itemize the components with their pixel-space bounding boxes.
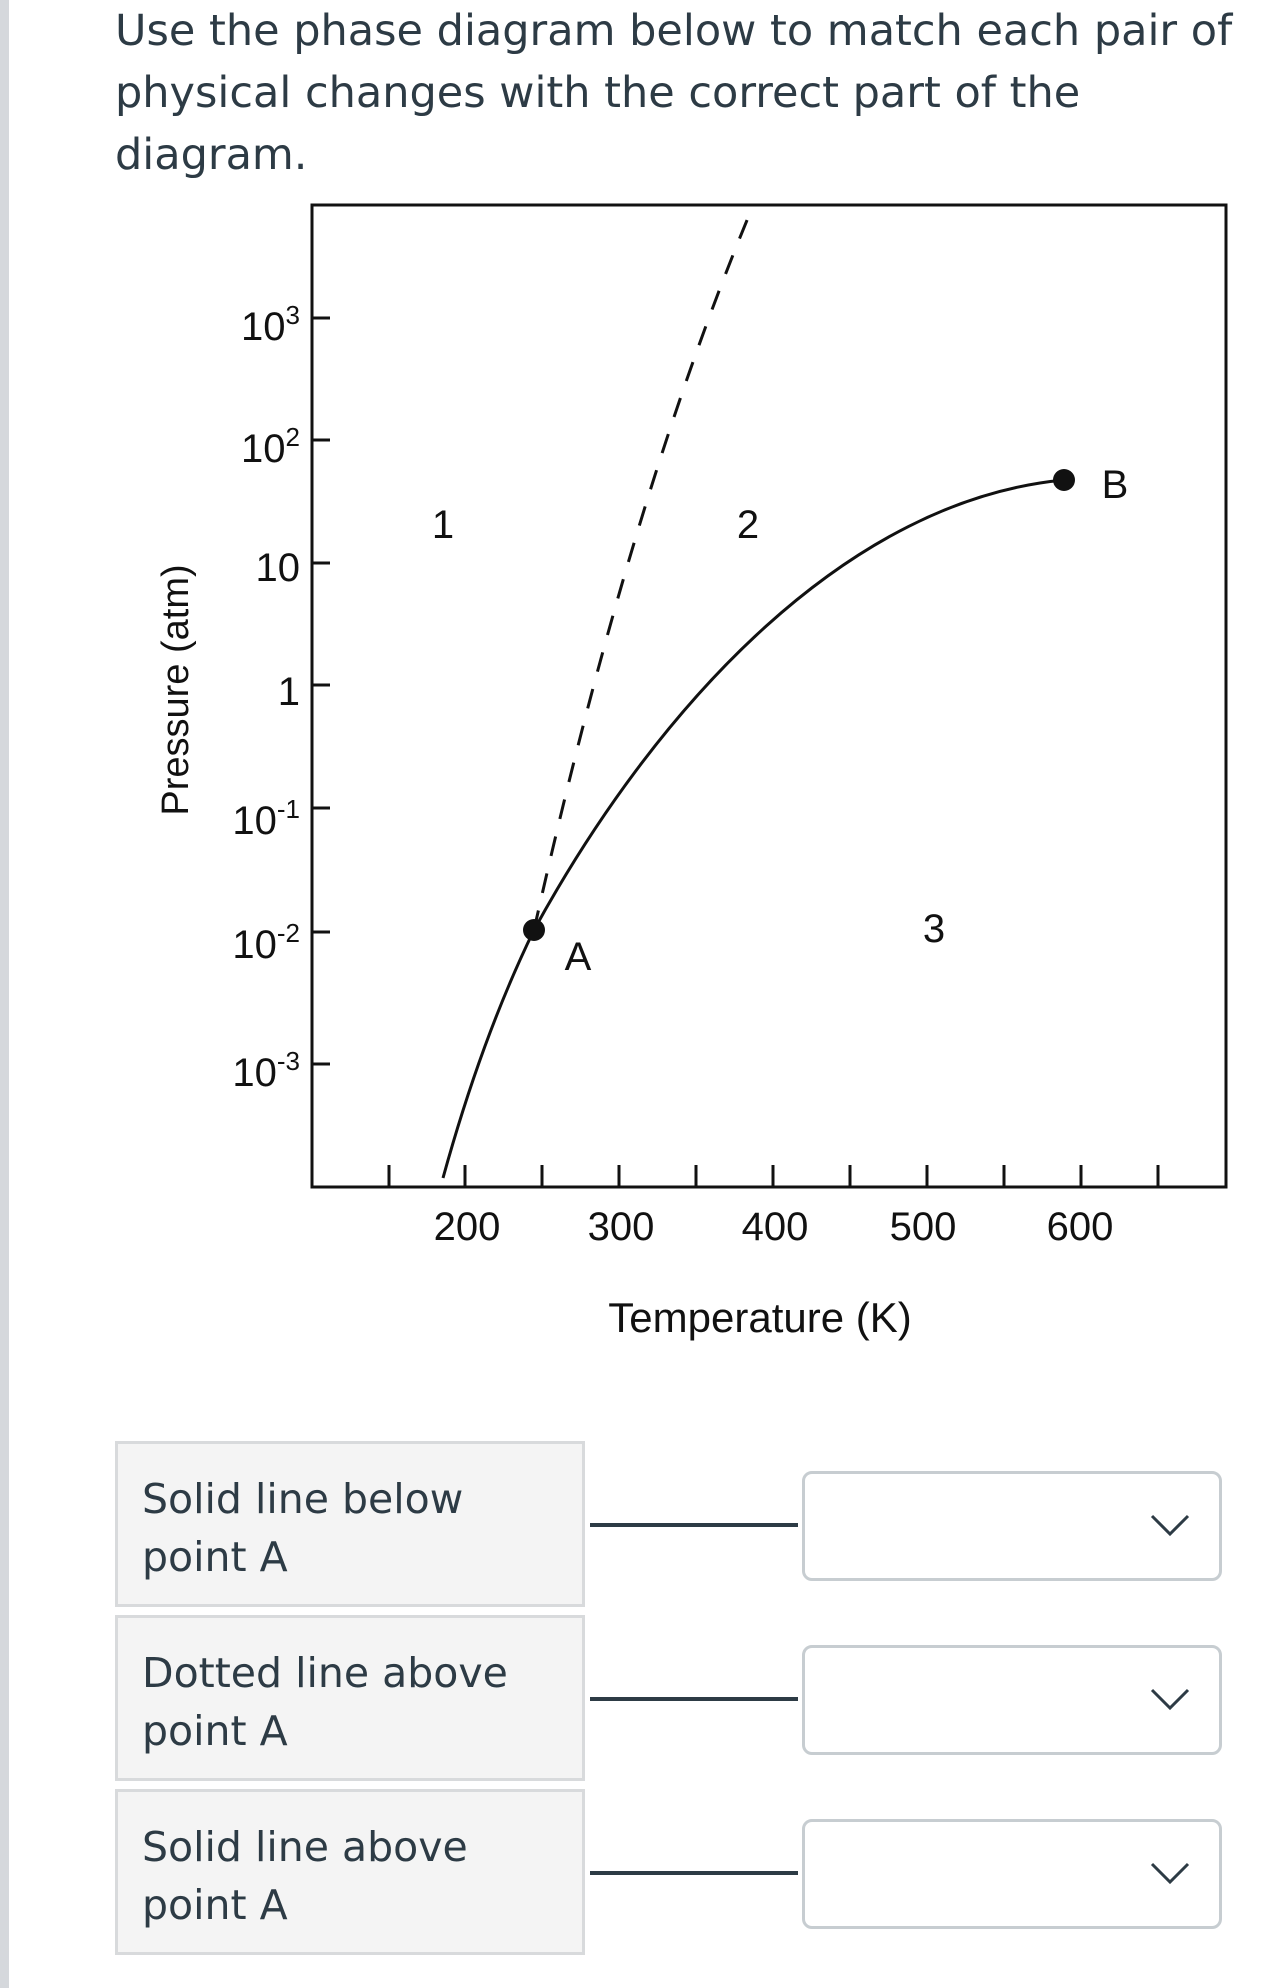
svg-text:103: 103 [241,300,300,349]
y-tick-100: 102 [241,422,330,471]
match-prompt-3: Solid line above point A [115,1789,585,1955]
y-axis-label: Pressure (atm) [155,564,197,815]
point-a-label: A [565,935,592,979]
chevron-down-icon [1150,1514,1190,1537]
match-connector-3 [590,1871,798,1875]
match-prompt-1: Solid line below point A [115,1441,585,1607]
match-row-1: Solid line below point A [115,1441,1225,1613]
svg-text:10-3: 10-3 [232,1046,300,1095]
x-tick-300: 300 [588,1205,655,1249]
match-prompt-1-line-1: Solid line below [142,1475,464,1523]
region-2-label: 2 [737,503,759,547]
match-select-1[interactable] [802,1471,1222,1581]
point-b-label: B [1102,463,1129,507]
x-tick-600: 600 [1047,1205,1114,1249]
y-tick-0.01: 10-2 [232,918,330,967]
x-tick-500: 500 [890,1205,957,1249]
y-axis: 103 102 10 1 10-1 10-2 10-3 [232,300,330,1095]
dotted-line-above-a [532,212,752,931]
svg-text:102: 102 [241,422,300,471]
match-prompt-1-line-2: point A [142,1533,288,1581]
question-text: Use the phase diagram below to match eac… [115,0,1235,186]
left-rail [0,0,9,1988]
match-prompt-2-line-1: Dotted line above [142,1649,508,1697]
svg-text:1: 1 [278,670,300,714]
x-tick-200: 200 [434,1205,501,1249]
svg-text:10: 10 [256,546,301,590]
solid-line-below-a [441,929,536,1179]
match-connector-1 [590,1523,798,1527]
x-axis-ticks [387,1165,1160,1187]
region-1-label: 1 [432,503,454,547]
svg-text:10-2: 10-2 [232,918,300,967]
match-select-2[interactable] [802,1645,1222,1755]
y-tick-0.1: 10-1 [232,794,330,843]
solid-line-above-a [532,478,1065,931]
question-line-2: physical changes with the correct part o… [115,68,1081,180]
y-tick-1000: 103 [241,300,330,349]
match-connector-2 [590,1697,798,1701]
x-axis-label: Temperature (K) [608,1294,911,1341]
match-prompt-3-line-1: Solid line above [142,1823,468,1871]
match-row-2: Dotted line above point A [115,1615,1225,1787]
match-prompt-2: Dotted line above point A [115,1615,585,1781]
x-tick-400: 400 [742,1205,809,1249]
question-line-1: Use the phase diagram below to match eac… [115,6,1233,56]
region-3-label: 3 [923,907,945,951]
match-select-3[interactable] [802,1819,1222,1929]
match-row-3: Solid line above point A [115,1789,1225,1961]
plot-frame [310,203,1228,1189]
y-tick-0.001: 10-3 [232,1046,330,1095]
point-a-marker [523,919,545,941]
chevron-down-icon [1150,1688,1190,1711]
svg-text:10-1: 10-1 [232,794,300,843]
phase-diagram: 103 102 10 1 10-1 10-2 10-3 Pressure (at… [155,203,1228,1341]
match-prompt-3-line-2: point A [142,1881,288,1929]
y-tick-1: 1 [278,670,330,714]
chevron-down-icon [1150,1862,1190,1885]
match-prompt-2-line-2: point A [142,1707,288,1755]
x-axis-labels: 200 300 400 500 600 [434,1205,1114,1249]
y-tick-10: 10 [256,546,330,590]
point-b-marker [1053,469,1075,491]
